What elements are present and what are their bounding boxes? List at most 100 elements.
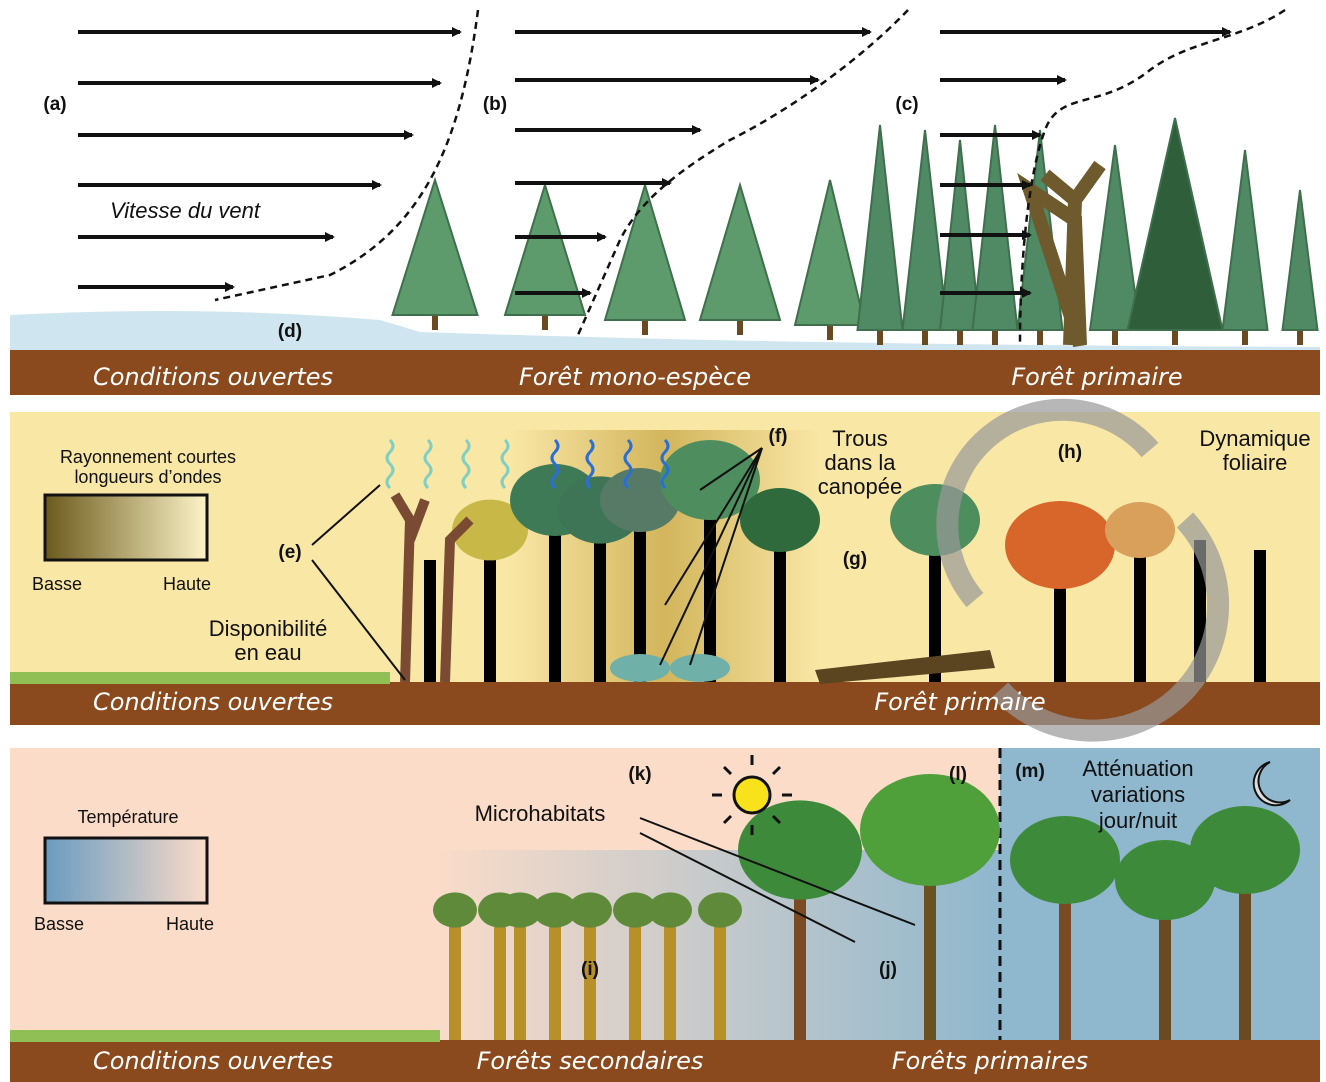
note: foliaire — [1223, 450, 1288, 475]
wind-arrows — [78, 8, 1286, 943]
conifer — [603, 181, 687, 321]
legend-high: Haute — [163, 574, 211, 594]
shrub — [670, 654, 730, 682]
vegetation — [385, 117, 1319, 1040]
crown — [738, 800, 862, 900]
crown — [533, 892, 577, 928]
trunk — [1134, 530, 1146, 682]
crown — [740, 488, 820, 552]
ground-label: Forêts secondaires — [477, 1047, 704, 1075]
legend-low: Basse — [34, 914, 84, 934]
panel-label: (m) — [1015, 761, 1045, 782]
legend-box — [43, 836, 209, 905]
trunk — [737, 315, 743, 335]
panel-label: (h) — [1058, 442, 1082, 463]
radiation-wave — [660, 438, 670, 490]
crown — [613, 892, 657, 928]
dead-tree — [390, 492, 474, 683]
leader-line — [639, 817, 916, 926]
trunk — [1037, 325, 1043, 345]
panel-label: (j) — [879, 959, 897, 980]
legend-title: Rayonnement courtes — [60, 447, 236, 467]
axis-label: Vitesse du vent — [110, 198, 261, 223]
trunk — [484, 530, 496, 682]
leader-line — [311, 559, 406, 681]
dead-tree — [1017, 160, 1106, 348]
crown — [1005, 501, 1115, 589]
ground-label: Conditions ouvertes — [93, 363, 333, 391]
crown — [452, 499, 528, 561]
trunk — [957, 325, 963, 345]
crown — [890, 484, 980, 556]
wind-profile — [214, 9, 480, 302]
trunk — [1297, 325, 1303, 345]
trunk — [432, 310, 438, 330]
crown — [433, 892, 477, 928]
panel-label: (k) — [628, 764, 651, 785]
trunk — [514, 910, 526, 1040]
legend-title: Température — [77, 807, 178, 827]
trunk — [1242, 325, 1248, 345]
note: Atténuation — [1082, 756, 1193, 781]
crown — [660, 440, 760, 520]
snow-layer — [10, 311, 1320, 352]
panel-label: (d) — [278, 321, 302, 342]
trunk — [929, 520, 941, 682]
trunk — [827, 320, 833, 340]
panel-label: (c) — [895, 94, 918, 115]
legend-high: Haute — [166, 914, 214, 934]
note: Dynamique — [1199, 426, 1310, 451]
conifer — [1281, 189, 1319, 331]
radiation-wave — [550, 438, 560, 490]
panel-label: (l) — [949, 764, 967, 785]
radiation-wave — [385, 438, 395, 490]
conifer — [1126, 117, 1224, 331]
ground-label: Forêt primaire — [1011, 363, 1182, 391]
radiation-wave — [461, 438, 471, 490]
ground-label: Forêts primaires — [892, 1047, 1088, 1075]
ground-label: Forêt primaire — [874, 688, 1045, 716]
legend-low: Basse — [32, 574, 82, 594]
trunk — [704, 480, 716, 682]
crown — [600, 468, 680, 532]
trunk — [424, 560, 436, 682]
radiation-wave — [423, 438, 433, 490]
leader-line — [699, 447, 763, 491]
crown — [1010, 816, 1120, 904]
trunk — [1254, 550, 1266, 682]
radiation-wave — [585, 438, 595, 490]
conifer — [971, 124, 1019, 331]
crown — [648, 892, 692, 928]
trunk — [992, 325, 998, 345]
conifer — [503, 181, 587, 316]
trunk — [594, 510, 606, 682]
trunk — [922, 325, 928, 345]
log — [815, 650, 995, 684]
panel-label: (g) — [843, 549, 867, 570]
moon — [1252, 761, 1291, 807]
trunk — [584, 910, 596, 1040]
trunk — [877, 325, 883, 345]
shrub — [610, 654, 670, 682]
leader-line — [311, 484, 381, 546]
panel-label: (a) — [43, 94, 66, 115]
crown — [1190, 806, 1300, 894]
trunk — [1112, 325, 1118, 345]
crown — [1105, 502, 1175, 558]
note: en eau — [234, 640, 301, 665]
trunk — [774, 520, 786, 682]
crown — [1115, 840, 1215, 920]
panel-label: (e) — [278, 542, 301, 563]
note: Trous — [832, 426, 887, 451]
cycle-arrow — [936, 398, 1159, 608]
note: jour/nuit — [1098, 808, 1177, 833]
crown — [498, 892, 542, 928]
trunk — [494, 910, 506, 1040]
cycle-arrow — [991, 512, 1230, 742]
sun — [712, 755, 792, 835]
wind-profile — [1018, 8, 1286, 346]
conifer — [901, 129, 949, 331]
conifer — [1088, 144, 1142, 331]
note: Disponibilité — [209, 616, 328, 641]
